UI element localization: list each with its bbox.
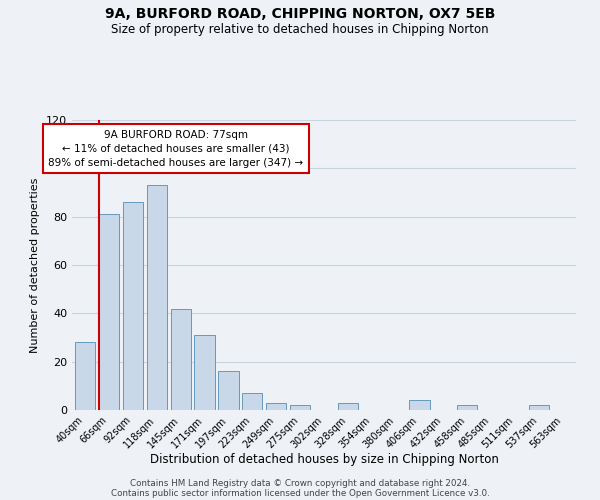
Bar bbox=[529, 405, 549, 410]
Text: Size of property relative to detached houses in Chipping Norton: Size of property relative to detached ho… bbox=[111, 22, 489, 36]
Bar bbox=[242, 393, 262, 410]
Bar bbox=[218, 372, 239, 410]
Bar bbox=[338, 403, 358, 410]
Bar bbox=[75, 342, 95, 410]
Text: 9A BURFORD ROAD: 77sqm
← 11% of detached houses are smaller (43)
89% of semi-det: 9A BURFORD ROAD: 77sqm ← 11% of detached… bbox=[49, 130, 304, 168]
Bar bbox=[266, 403, 286, 410]
Bar bbox=[146, 185, 167, 410]
Bar bbox=[194, 335, 215, 410]
Bar bbox=[290, 405, 310, 410]
Text: Contains HM Land Registry data © Crown copyright and database right 2024.: Contains HM Land Registry data © Crown c… bbox=[130, 478, 470, 488]
Text: Distribution of detached houses by size in Chipping Norton: Distribution of detached houses by size … bbox=[149, 452, 499, 466]
Text: 9A, BURFORD ROAD, CHIPPING NORTON, OX7 5EB: 9A, BURFORD ROAD, CHIPPING NORTON, OX7 5… bbox=[105, 8, 495, 22]
Bar bbox=[170, 308, 191, 410]
Y-axis label: Number of detached properties: Number of detached properties bbox=[31, 178, 40, 352]
Text: Contains public sector information licensed under the Open Government Licence v3: Contains public sector information licen… bbox=[110, 488, 490, 498]
Bar bbox=[123, 202, 143, 410]
Bar bbox=[457, 405, 478, 410]
Bar bbox=[409, 400, 430, 410]
Bar bbox=[99, 214, 119, 410]
